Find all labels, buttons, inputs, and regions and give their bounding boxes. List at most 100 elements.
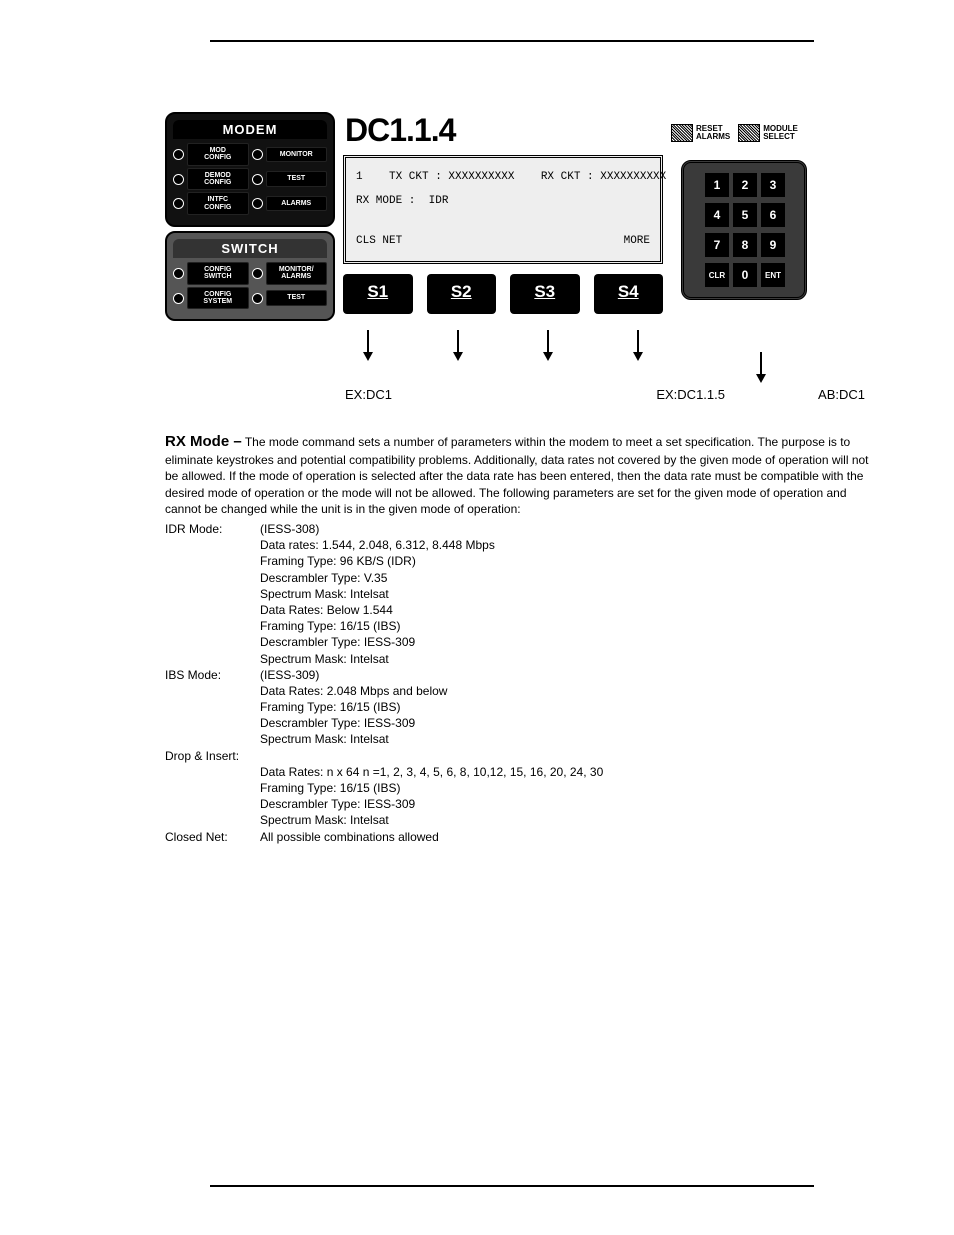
spec-section-label: Closed Net: <box>165 829 260 845</box>
spec-line: (IESS-309) <box>260 667 874 683</box>
key-ent[interactable]: ENT <box>761 263 785 287</box>
modem-row-2: INTFC CONFIG ALARMS <box>173 192 327 215</box>
key-clr[interactable]: CLR <box>705 263 729 287</box>
spec-line: (IESS-308) <box>260 521 874 537</box>
spec-line: Descrambler Type: V.35 <box>260 570 874 586</box>
spec-section-lines: (IESS-308)Data rates: 1.544, 2.048, 6.31… <box>260 521 874 667</box>
led-icon <box>173 293 184 304</box>
key-1[interactable]: 1 <box>705 173 729 197</box>
screen-title: DC1.1.4 <box>345 112 663 149</box>
switch-panel: SWITCH CONFIG SWITCH MONITOR/ ALARMS CON… <box>165 231 335 321</box>
softkey-s2[interactable]: S2 <box>427 274 497 314</box>
key-0[interactable]: 0 <box>733 263 757 287</box>
arrow-label-exdc1: EX:DC1 <box>345 387 605 402</box>
arrow-down-icon <box>633 330 643 361</box>
spec-line: Spectrum Mask: Intelsat <box>260 586 874 602</box>
key-6[interactable]: 6 <box>761 203 785 227</box>
led-icon <box>252 293 263 304</box>
arrows-row <box>343 330 663 361</box>
switch-panel-title: SWITCH <box>173 239 327 258</box>
spec-section-label: IDR Mode: <box>165 521 260 667</box>
arrow-down-icon <box>363 330 373 361</box>
bottom-rule <box>210 1185 814 1187</box>
reset-alarms-label: RESET ALARMS <box>696 125 730 141</box>
body-text: RX Mode – The mode command sets a number… <box>165 432 874 845</box>
config-system-button[interactable]: CONFIG SYSTEM <box>187 287 249 310</box>
spec-line: Spectrum Mask: Intelsat <box>260 731 874 747</box>
module-icon <box>738 124 760 142</box>
left-stack: MODEM MOD CONFIG MONITOR DEMOD CONFIG TE… <box>165 112 335 325</box>
softkey-s1[interactable]: S1 <box>343 274 413 314</box>
reset-alarms-button[interactable]: RESET ALARMS <box>671 124 730 142</box>
device-panel-row: MODEM MOD CONFIG MONITOR DEMOD CONFIG TE… <box>165 112 874 383</box>
key-9[interactable]: 9 <box>761 233 785 257</box>
spec-line: Framing Type: 16/15 (IBS) <box>260 618 874 634</box>
lcd-line-2: RX MODE : IDR <box>356 195 650 207</box>
top-rule <box>210 40 814 42</box>
center-column: DC1.1.4 1 TX CKT : XXXXXXXXXX RX CKT : X… <box>343 112 663 361</box>
led-icon <box>173 198 184 209</box>
lcd-cls-net: CLS NET <box>356 235 402 247</box>
spec-line: Descrambler Type: IESS-309 <box>260 634 874 650</box>
modem-row-1: DEMOD CONFIG TEST <box>173 168 327 191</box>
mod-config-button[interactable]: MOD CONFIG <box>187 143 249 166</box>
key-7[interactable]: 7 <box>705 233 729 257</box>
spec-line: Spectrum Mask: Intelsat <box>260 651 874 667</box>
spec-line: Data rates: 1.544, 2.048, 6.312, 8.448 M… <box>260 537 874 553</box>
lcd-more: MORE <box>624 235 650 247</box>
module-select-label: MODULE SELECT <box>763 125 798 141</box>
spec-line: Framing Type: 96 KB/S (IDR) <box>260 553 874 569</box>
spec-line: Descrambler Type: IESS-309 <box>260 796 874 812</box>
spec-section-lines: Data Rates: n x 64 n =1, 2, 3, 4, 5, 6, … <box>260 748 874 829</box>
modem-panel: MODEM MOD CONFIG MONITOR DEMOD CONFIG TE… <box>165 112 335 227</box>
arrow-down-icon <box>453 330 463 361</box>
spec-section-lines: All possible combinations allowed <box>260 829 874 845</box>
alarms-button[interactable]: ALARMS <box>266 196 328 211</box>
softkey-s4[interactable]: S4 <box>594 274 664 314</box>
key-8[interactable]: 8 <box>733 233 757 257</box>
modem-row-0: MOD CONFIG MONITOR <box>173 143 327 166</box>
led-icon <box>252 268 263 279</box>
led-icon <box>252 174 263 185</box>
intfc-config-button[interactable]: INTFC CONFIG <box>187 192 249 215</box>
key-2[interactable]: 2 <box>733 173 757 197</box>
spec-section-lines: (IESS-309)Data Rates: 2.048 Mbps and bel… <box>260 667 874 748</box>
body-paragraph-text: The mode command sets a number of parame… <box>165 435 869 516</box>
spec-line: Framing Type: 16/15 (IBS) <box>260 780 874 796</box>
led-icon <box>252 149 263 160</box>
switch-row-0: CONFIG SWITCH MONITOR/ ALARMS <box>173 262 327 285</box>
top-right-buttons: RESET ALARMS MODULE SELECT <box>671 124 841 142</box>
switch-test-button[interactable]: TEST <box>266 290 328 305</box>
led-icon <box>173 174 184 185</box>
page: MODEM MOD CONFIG MONITOR DEMOD CONFIG TE… <box>0 0 954 1227</box>
lcd-line-1: 1 TX CKT : XXXXXXXXXX RX CKT : XXXXXXXXX… <box>356 171 650 183</box>
led-icon <box>173 268 184 279</box>
body-paragraph: RX Mode – The mode command sets a number… <box>165 432 874 517</box>
softkeys-row: S1 S2 S3 S4 <box>343 274 663 314</box>
config-switch-button[interactable]: CONFIG SWITCH <box>187 262 249 285</box>
spec-table: IDR Mode:(IESS-308)Data rates: 1.544, 2.… <box>165 521 874 845</box>
switch-row-1: CONFIG SYSTEM TEST <box>173 287 327 310</box>
arrow-label-abdc1: AB:DC1 <box>725 387 865 402</box>
right-arrow <box>681 352 841 383</box>
arrow-down-icon <box>756 352 766 383</box>
key-3[interactable]: 3 <box>761 173 785 197</box>
demod-config-button[interactable]: DEMOD CONFIG <box>187 168 249 191</box>
body-heading: RX Mode – <box>165 433 242 450</box>
module-select-button[interactable]: MODULE SELECT <box>738 124 798 142</box>
lcd-bottom-row: CLS NET MORE <box>356 235 650 247</box>
spec-line: Descrambler Type: IESS-309 <box>260 715 874 731</box>
spec-section-label: IBS Mode: <box>165 667 260 748</box>
right-column: RESET ALARMS MODULE SELECT 1 2 3 4 5 6 7… <box>671 112 841 383</box>
key-4[interactable]: 4 <box>705 203 729 227</box>
monitor-button[interactable]: MONITOR <box>266 147 328 162</box>
monitor-alarms-button[interactable]: MONITOR/ ALARMS <box>266 262 328 285</box>
key-5[interactable]: 5 <box>733 203 757 227</box>
spec-line <box>260 748 874 764</box>
softkey-s3[interactable]: S3 <box>510 274 580 314</box>
reset-icon <box>671 124 693 142</box>
keypad: 1 2 3 4 5 6 7 8 9 CLR 0 ENT <box>681 160 807 300</box>
test-button[interactable]: TEST <box>266 171 328 186</box>
spec-section-label: Drop & Insert: <box>165 748 260 829</box>
led-icon <box>173 149 184 160</box>
